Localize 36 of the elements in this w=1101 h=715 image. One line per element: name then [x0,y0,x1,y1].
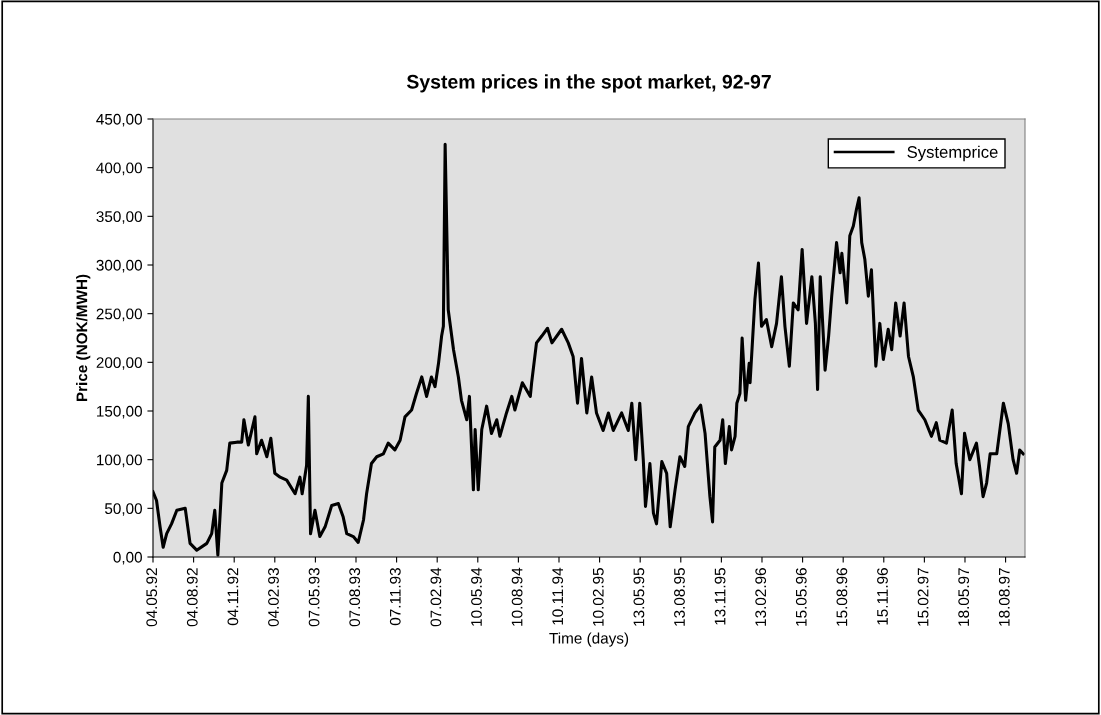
x-tick-label: 07.11.93 [389,568,401,626]
x-tick-label: 10.02.95 [592,568,604,626]
x-tick-label: 18.08.97 [998,568,1010,626]
y-tick-label: 350,00 [96,211,142,224]
y-tick-label: 0,00 [113,551,142,565]
x-tick-label: 10.11.94 [552,567,564,625]
y-tick-label: 150,00 [97,405,142,419]
x-tick-label: 07.02.94 [430,567,442,627]
x-tick-label: 15.11.96 [877,568,888,625]
legend-label: Systemprice [907,145,998,162]
x-tick-label: 13.11.95 [714,568,726,625]
x-tick-label: 04.02.93 [268,568,279,627]
x-tick-label: 15.02.97 [917,568,929,626]
x-tick-label: 18.05.97 [958,568,970,626]
x-tick-label: 04.08.92 [186,568,198,627]
y-tick-label: 50,00 [104,503,142,516]
x-tick-label: 04.11.92 [227,568,239,626]
x-axis-title: Time (days) [549,632,629,647]
x-tick-label: 07.08.93 [349,568,361,627]
y-tick-label: 300,00 [96,259,142,273]
y-axis-title: Price (NOK/MWH) [76,274,91,402]
y-tick-label: 400,00 [96,162,142,176]
y-tick-label: 100,00 [97,454,142,468]
x-tick-label: 10.08.94 [511,567,523,626]
chart-title: System prices in the spot market, 92-97 [406,74,771,93]
y-tick-label: 200,00 [96,357,142,370]
x-tick-label: 15.05.96 [795,568,807,626]
x-tick-label: 07.05.93 [308,568,320,627]
y-tick-label: 250,00 [96,308,142,322]
y-tick-label: 450,00 [96,113,142,127]
x-tick-label: 15.08.96 [836,568,848,626]
x-tick-label: 04.05.92 [146,568,158,627]
x-tick-label: 13.05.95 [633,568,645,626]
x-tick-label: 13.02.96 [755,568,767,626]
x-tick-label: 13.08.95 [674,568,685,626]
x-tick-label: 10.05.94 [471,567,482,626]
